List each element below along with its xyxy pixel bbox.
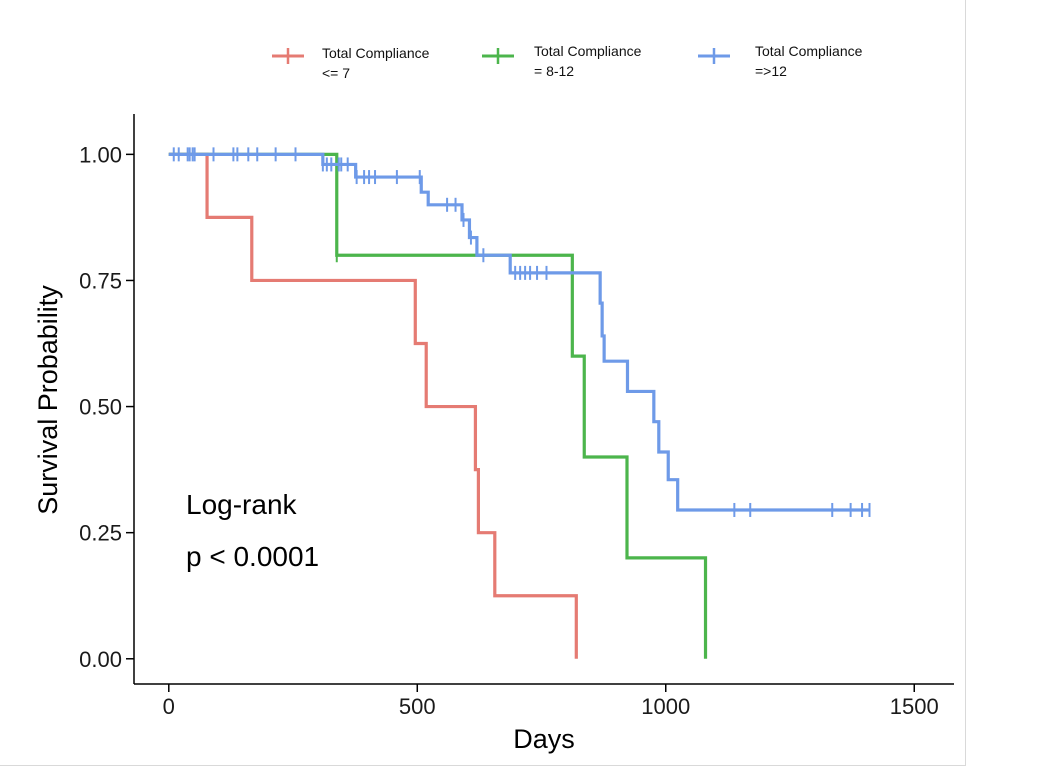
- x-tick-label: 1500: [890, 694, 939, 719]
- x-tick-label: 500: [399, 694, 436, 719]
- series-0: [168, 152, 578, 659]
- y-tick-label: 0.50: [79, 395, 122, 420]
- x-tick-label: 0: [163, 694, 175, 719]
- x-axis-title: Days: [513, 724, 575, 754]
- axes: [133, 114, 954, 685]
- survival-curve: [168, 152, 870, 512]
- legend-label-line1: Total Compliance: [322, 45, 430, 61]
- y-tick-label: 0.75: [79, 268, 122, 293]
- legend: Total Compliance <= 7 Total Compliance =…: [272, 43, 863, 81]
- legend-label-line2: = 8-12: [534, 63, 574, 79]
- series-2: [168, 147, 871, 517]
- series-layer: [168, 147, 871, 659]
- legend-item-compliance-le7: Total Compliance <= 7: [272, 45, 430, 81]
- survival-curve: [168, 152, 708, 659]
- y-tick-label: 0.00: [79, 647, 122, 672]
- survival-curve: [168, 152, 578, 659]
- legend-label-line2: <= 7: [322, 65, 350, 81]
- legend-item-compliance-8-12: Total Compliance = 8-12: [482, 43, 642, 79]
- legend-item-compliance-ge12: Total Compliance =>12: [698, 43, 863, 79]
- x-tick-label: 1000: [641, 694, 690, 719]
- annotation-test-name: Log-rank: [186, 489, 298, 520]
- series-1: [168, 152, 708, 659]
- y-tick-label: 0.25: [79, 521, 122, 546]
- y-tick-label: 1.00: [79, 142, 122, 167]
- figure-frame: Total Compliance <= 7 Total Compliance =…: [0, 0, 966, 766]
- legend-label-line1: Total Compliance: [755, 43, 863, 59]
- annotation-p-value: p < 0.0001: [186, 541, 319, 572]
- ticks: 0 500 1000 1500 0.00 0.25 0.50 0.75 1.00: [79, 142, 939, 719]
- legend-label-line1: Total Compliance: [534, 43, 642, 59]
- legend-label-line2: =>12: [755, 63, 787, 79]
- y-axis-title: Survival Probability: [33, 285, 63, 515]
